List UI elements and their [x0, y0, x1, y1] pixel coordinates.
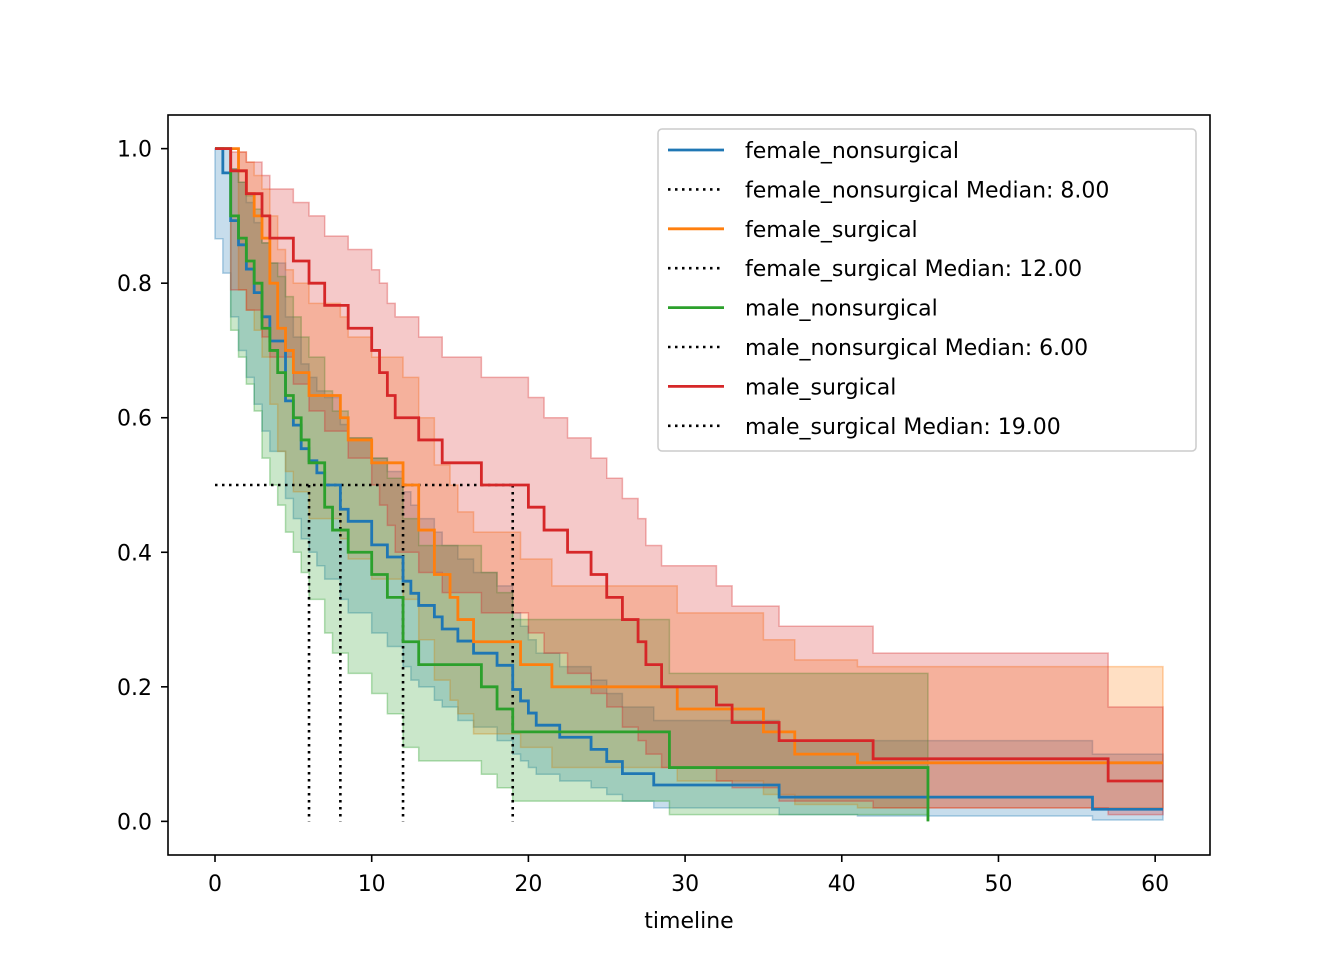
- plot-area: [214, 147, 1164, 822]
- legend: female_nonsurgical female_nonsurgical Med…: [657, 128, 1197, 452]
- y-tick-label: 1.0: [117, 138, 152, 163]
- y-axis: 0.0 0.2 0.4 0.6 0.8 1.0: [117, 138, 168, 835]
- y-tick-label: 0.8: [117, 272, 152, 297]
- median-lines: [215, 483, 515, 822]
- legend-label-male-surgical-median: male_surgical Median: 19.00: [745, 415, 1061, 440]
- ci-band-male-nonsurgical: [215, 147, 929, 822]
- curve-male-surgical: [215, 147, 1163, 783]
- ci-band-male-surgical: [215, 147, 1164, 816]
- x-tick-label: 50: [984, 872, 1012, 897]
- legend-label-male-surgical: male_surgical: [745, 375, 896, 400]
- legend-label-female-nonsurgical-median: female_nonsurgical Median: 8.00: [745, 178, 1109, 203]
- legend-label-female-surgical-median: female_surgical Median: 12.00: [745, 257, 1082, 282]
- x-axis-title: timeline: [644, 909, 733, 934]
- legend-label-male-nonsurgical: male_nonsurgical: [745, 297, 938, 322]
- y-tick-label: 0.4: [117, 541, 152, 566]
- legend-label-female-surgical: female_surgical: [745, 218, 918, 243]
- x-axis: 0 10 20 30 40 50 60: [208, 855, 1169, 897]
- x-tick-label: 60: [1141, 872, 1169, 897]
- x-tick-label: 20: [514, 872, 542, 897]
- survival-curves: [215, 147, 1163, 822]
- confidence-bands: [214, 147, 1164, 822]
- curve-female-nonsurgical: [215, 147, 1163, 811]
- y-tick-label: 0.2: [117, 676, 152, 701]
- y-tick-label: 0.6: [117, 407, 152, 432]
- x-tick-label: 30: [671, 872, 699, 897]
- legend-label-male-nonsurgical-median: male_nonsurgical Median: 6.00: [745, 336, 1088, 361]
- x-tick-label: 0: [208, 872, 222, 897]
- axes-frame: [167, 114, 1211, 856]
- curve-male-nonsurgical: [215, 147, 930, 822]
- legend-box: [657, 128, 1197, 452]
- y-tick-label: 0.0: [117, 810, 152, 835]
- x-tick-label: 40: [828, 872, 856, 897]
- legend-label-female-nonsurgical: female_nonsurgical: [745, 139, 959, 164]
- x-tick-label: 10: [358, 872, 386, 897]
